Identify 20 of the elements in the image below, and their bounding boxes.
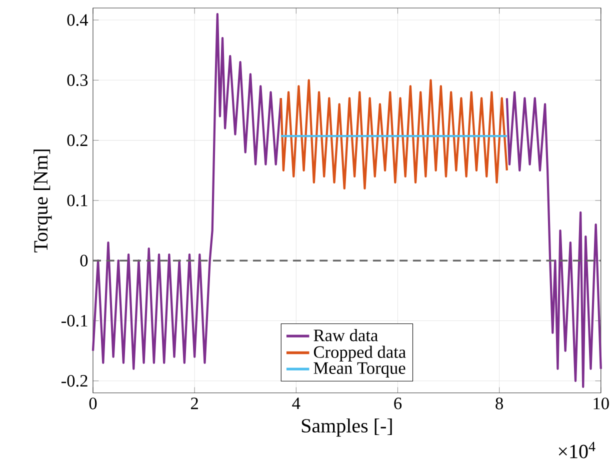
x-tick-label: 8 <box>496 398 503 410</box>
x-tick-label: 0 <box>89 398 97 410</box>
x-axis-title: Samples [-] <box>302 418 392 437</box>
y-tick-label: -0.1 <box>61 314 88 327</box>
legend-label: Raw data <box>314 329 378 342</box>
line-series <box>280 79 508 190</box>
y-axis-title: Torque [Nm] <box>34 150 52 252</box>
x-tick-label: 2 <box>190 398 198 410</box>
x-tick-label: 6 <box>394 398 402 410</box>
x-tick-label: 10 <box>594 398 609 410</box>
x-tick-label: 4 <box>292 398 300 410</box>
legend-label: Cropped data <box>314 346 406 362</box>
text: ×10$^{4}$ <box>558 442 596 458</box>
y-tick-label: 0 <box>80 254 88 266</box>
y-tick-label: 0.4 <box>67 14 88 26</box>
y-tick-label: 0.2 <box>67 134 88 146</box>
legend-label: Mean Torque <box>314 362 406 378</box>
y-tick-label: 0.1 <box>67 194 88 206</box>
y-tick-label: 0.3 <box>67 74 88 86</box>
y-tick-label: -0.2 <box>61 375 88 387</box>
